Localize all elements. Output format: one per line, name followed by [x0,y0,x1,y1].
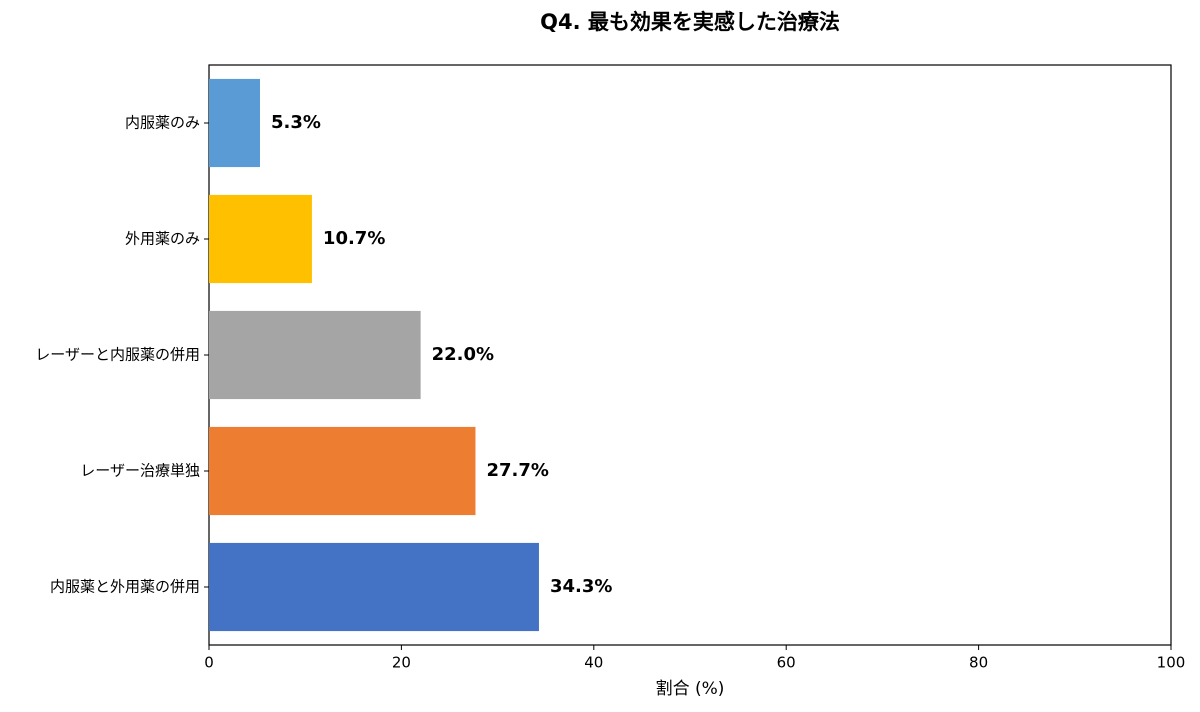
x-tick-label: 100 [1157,654,1186,672]
y-tick-label: 内服薬と外用薬の併用 [50,578,200,596]
x-axis-label: 割合 (%) [656,679,725,699]
x-tick-label: 60 [777,654,796,672]
bar [209,542,539,632]
bar [209,310,421,400]
x-tick-label: 20 [392,654,411,672]
value-label: 27.7% [486,460,548,481]
value-label: 34.3% [550,576,612,597]
bar [209,78,260,168]
y-tick-label: レーザーと内服薬の併用 [35,346,200,364]
value-label: 22.0% [432,344,494,365]
y-tick-label: 内服薬のみ [125,114,200,132]
x-tick-label: 40 [584,654,603,672]
value-label: 10.7% [323,228,385,249]
y-tick-label: 外用薬のみ [125,230,200,248]
chart-title: Q4. 最も効果を実感した治療法 [540,10,840,34]
value-label: 5.3% [271,112,321,133]
x-tick-label: 80 [969,654,988,672]
bar [209,194,312,284]
bar [209,426,476,516]
x-tick-label: 0 [204,654,214,672]
y-tick-label: レーザー治療単独 [80,462,200,480]
